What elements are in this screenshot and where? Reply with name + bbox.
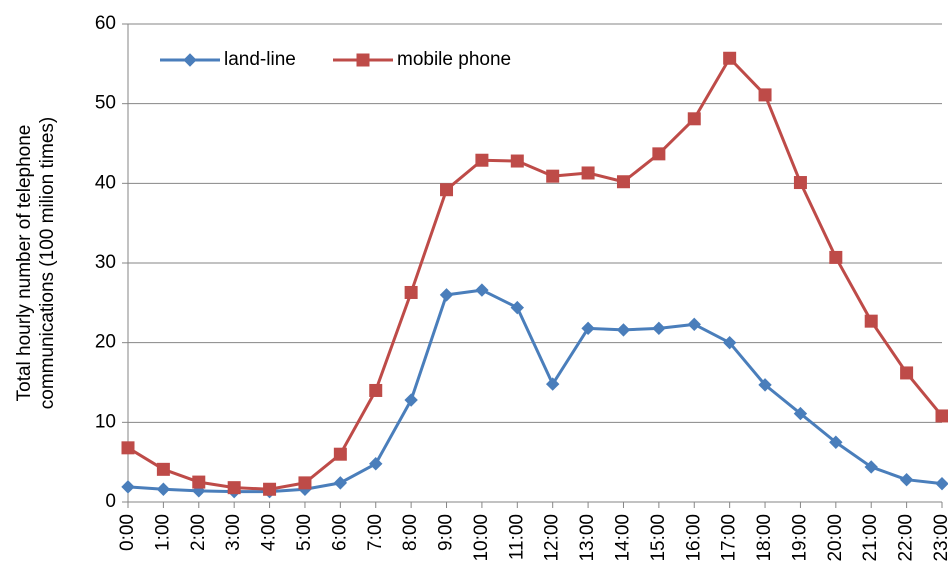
data-point xyxy=(369,383,383,397)
x-tick-label: 0:00 xyxy=(117,514,138,551)
x-tick-label: 11:00 xyxy=(506,514,527,560)
y-tick-label: 0 xyxy=(105,491,116,512)
data-point xyxy=(121,441,135,455)
x-tick-label: 21:00 xyxy=(860,514,881,562)
data-point xyxy=(510,300,525,315)
legend-label: land-line xyxy=(224,49,296,70)
data-point xyxy=(723,51,737,65)
legend-label: mobile phone xyxy=(397,49,511,70)
x-tick-label: 14:00 xyxy=(612,514,633,562)
x-tick-label: 15:00 xyxy=(648,514,669,562)
data-point xyxy=(298,476,312,490)
data-point xyxy=(616,323,631,337)
x-tick-label: 5:00 xyxy=(294,514,315,551)
x-tick-label: 4:00 xyxy=(259,514,280,551)
x-tick-label: 18:00 xyxy=(754,514,775,562)
data-point xyxy=(793,176,807,190)
data-point xyxy=(652,147,666,161)
data-point xyxy=(510,154,524,168)
x-tick-label: 23:00 xyxy=(931,514,948,562)
y-axis-label: communications (100 milion times) xyxy=(37,117,58,410)
y-tick-label: 40 xyxy=(95,172,116,193)
y-tick-label: 20 xyxy=(95,332,116,353)
x-tick-label: 2:00 xyxy=(188,514,209,551)
series-line xyxy=(127,56,944,491)
x-tick-label: 8:00 xyxy=(400,514,421,551)
x-tick-label: 1:00 xyxy=(152,514,173,551)
x-tick-label: 16:00 xyxy=(683,514,704,562)
legend-marker xyxy=(356,53,370,67)
data-point xyxy=(475,153,489,167)
data-point xyxy=(333,476,348,490)
data-point xyxy=(156,482,171,496)
y-tick-label: 30 xyxy=(95,252,116,273)
x-tick-label: 19:00 xyxy=(789,514,810,562)
data-point xyxy=(546,169,560,183)
data-point xyxy=(475,283,489,297)
data-point xyxy=(192,475,206,489)
y-axis-label: Total hourly number of telephone xyxy=(14,125,35,402)
x-tick-label: 22:00 xyxy=(896,514,917,562)
legend-marker xyxy=(183,53,197,67)
data-point xyxy=(829,250,843,264)
data-point xyxy=(935,476,948,491)
data-point xyxy=(829,435,843,449)
x-tick-label: 17:00 xyxy=(719,514,740,562)
data-point xyxy=(899,472,914,487)
data-point xyxy=(864,314,878,328)
data-point xyxy=(652,321,666,336)
data-point xyxy=(263,482,277,496)
data-point xyxy=(333,447,347,461)
data-point xyxy=(581,166,595,180)
data-point xyxy=(793,406,808,421)
y-tick-label: 60 xyxy=(95,13,116,34)
x-tick-label: 10:00 xyxy=(471,514,492,562)
data-point xyxy=(439,288,454,302)
y-tick-label: 10 xyxy=(95,411,116,432)
x-tick-label: 9:00 xyxy=(436,514,457,551)
data-point xyxy=(121,480,135,494)
data-point xyxy=(545,377,560,391)
data-point xyxy=(404,285,418,299)
data-point xyxy=(227,481,241,495)
data-point xyxy=(687,317,701,332)
y-tick-label: 50 xyxy=(95,93,116,114)
data-point xyxy=(616,175,630,189)
x-tick-label: 3:00 xyxy=(223,514,244,551)
data-point xyxy=(404,393,418,407)
data-point xyxy=(935,409,948,423)
data-point xyxy=(581,321,595,336)
x-tick-label: 13:00 xyxy=(577,514,598,562)
data-point xyxy=(758,88,772,102)
data-point xyxy=(156,462,170,476)
data-point xyxy=(687,112,701,126)
data-point xyxy=(369,457,383,471)
x-tick-label: 7:00 xyxy=(365,514,386,551)
data-point xyxy=(900,366,914,380)
series-line xyxy=(127,288,943,494)
data-point xyxy=(758,378,772,392)
x-tick-label: 20:00 xyxy=(825,514,846,562)
x-tick-label: 6:00 xyxy=(329,514,350,551)
x-tick-label: 12:00 xyxy=(542,514,563,562)
data-point xyxy=(440,183,454,197)
data-point xyxy=(722,335,737,350)
data-point xyxy=(864,460,878,474)
